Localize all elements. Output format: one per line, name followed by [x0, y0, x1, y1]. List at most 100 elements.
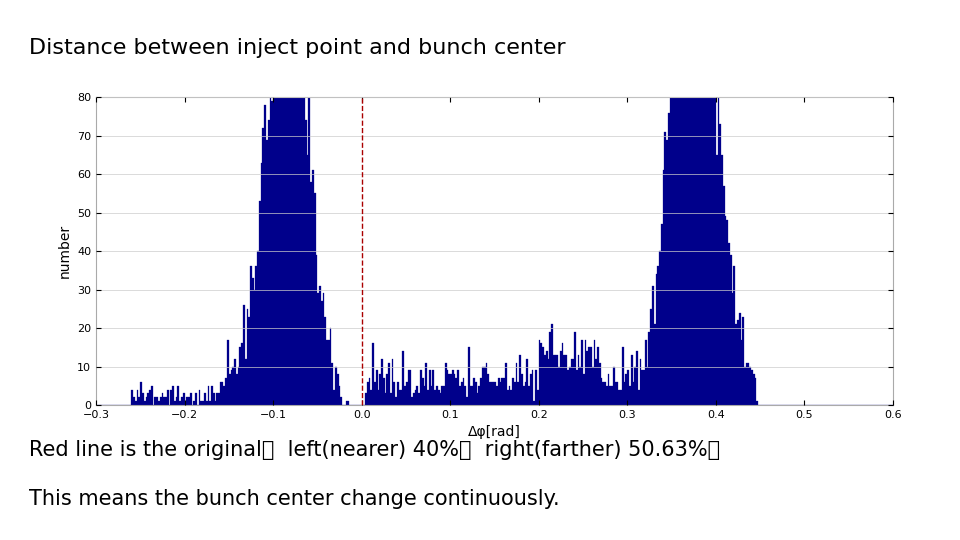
Bar [400, 390, 402, 405]
Bar [469, 386, 471, 405]
Bar [631, 355, 633, 405]
Bar [421, 378, 423, 405]
Bar [468, 347, 469, 405]
Bar [209, 401, 211, 405]
Bar [572, 359, 574, 405]
Bar [236, 374, 238, 405]
Bar [432, 370, 434, 405]
Bar [725, 217, 727, 405]
Bar [442, 386, 444, 405]
Bar [578, 355, 580, 405]
Bar [728, 244, 730, 405]
Bar [186, 397, 188, 405]
Bar [438, 390, 440, 405]
Bar [135, 401, 136, 405]
Bar [301, 0, 303, 405]
Bar [636, 351, 637, 405]
Bar [293, 0, 295, 405]
Bar [534, 401, 535, 405]
Bar [482, 367, 484, 405]
X-axis label: Δφ[rad]: Δφ[rad] [468, 426, 521, 440]
Bar [652, 286, 654, 405]
Bar [241, 343, 243, 405]
Bar [310, 182, 312, 405]
Bar [751, 370, 753, 405]
Bar [475, 382, 477, 405]
Bar [278, 39, 280, 405]
Bar [753, 374, 755, 405]
Bar [348, 401, 349, 405]
Bar [576, 370, 578, 405]
Bar [670, 66, 671, 405]
Bar [595, 359, 597, 405]
Bar [406, 382, 408, 405]
Bar [478, 386, 480, 405]
Bar [450, 374, 452, 405]
Bar [733, 267, 735, 405]
Bar [167, 390, 169, 405]
Bar [591, 367, 593, 405]
Bar [662, 170, 664, 405]
Bar [329, 328, 331, 405]
Bar [155, 397, 156, 405]
Bar [604, 382, 606, 405]
Bar [249, 316, 250, 405]
Bar [375, 370, 377, 405]
Bar [232, 367, 234, 405]
Bar [553, 355, 555, 405]
Bar [755, 378, 756, 405]
Bar [434, 390, 436, 405]
Bar [551, 324, 553, 405]
Bar [203, 401, 204, 405]
Bar [455, 378, 457, 405]
Bar [732, 293, 733, 405]
Bar [512, 378, 514, 405]
Bar [224, 386, 226, 405]
Bar [496, 386, 498, 405]
Bar [704, 0, 705, 405]
Bar [677, 0, 679, 405]
Bar [694, 0, 696, 405]
Bar [555, 355, 557, 405]
Bar [567, 370, 568, 405]
Bar [612, 386, 613, 405]
Bar [282, 0, 284, 405]
Bar [316, 255, 318, 405]
Bar [180, 401, 181, 405]
Bar [498, 378, 500, 405]
Bar [182, 394, 184, 405]
Bar [740, 340, 742, 405]
Bar [712, 0, 714, 405]
Bar [708, 28, 710, 405]
Bar [484, 367, 486, 405]
Bar [719, 124, 721, 405]
Bar [654, 324, 656, 405]
Bar [228, 374, 230, 405]
Bar [257, 251, 259, 405]
Bar [264, 105, 266, 405]
Bar [372, 343, 374, 405]
Bar [535, 370, 537, 405]
Bar [746, 363, 748, 405]
Bar [151, 386, 153, 405]
Bar [383, 378, 385, 405]
Bar [452, 370, 454, 405]
Bar [298, 0, 300, 405]
Bar [341, 397, 342, 405]
Bar [601, 378, 603, 405]
Bar [517, 382, 519, 405]
Bar [239, 347, 241, 405]
Bar [685, 0, 687, 405]
Bar [568, 367, 570, 405]
Bar [319, 286, 321, 405]
Bar [218, 394, 220, 405]
Bar [537, 390, 539, 405]
Bar [744, 367, 746, 405]
Bar [326, 340, 328, 405]
Bar [213, 394, 215, 405]
Bar [133, 397, 135, 405]
Bar [287, 0, 289, 405]
Bar [459, 386, 461, 405]
Bar [390, 394, 392, 405]
Bar [641, 370, 643, 405]
